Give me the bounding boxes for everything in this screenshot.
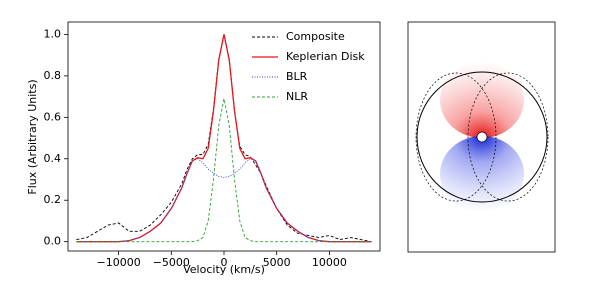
x-axis-label: Velocity (km/s)	[183, 263, 265, 276]
x-tick-label: 5000	[263, 256, 291, 269]
orbit	[415, 72, 497, 202]
disk-outline	[416, 71, 548, 203]
x-tick-label: −5000	[153, 256, 190, 269]
x-tick-label: 10000	[312, 256, 347, 269]
legend-label: BLR	[286, 70, 308, 83]
legend-label: Composite	[286, 30, 345, 43]
blueshift-cloud	[440, 136, 524, 212]
y-tick-label: 0.2	[44, 193, 62, 206]
legend-label: NLR	[286, 90, 308, 103]
x-tick-label: −10000	[96, 256, 140, 269]
orbit	[467, 72, 549, 202]
series-line	[76, 34, 372, 243]
redshift-cloud	[440, 62, 524, 138]
series-line	[76, 98, 372, 243]
y-tick-label: 0.0	[44, 235, 62, 248]
series-line	[76, 34, 372, 243]
series-line	[76, 158, 372, 243]
center	[476, 131, 488, 143]
y-tick-label: 0.6	[44, 110, 62, 123]
y-tick-label: 1.0	[44, 27, 62, 40]
y-axis-label: Flux (Arbitrary Units)	[26, 79, 39, 194]
x-tick-label: 0	[221, 256, 228, 269]
y-tick-label: 0.8	[44, 69, 62, 82]
legend-label: Keplerian Disk	[286, 50, 365, 63]
disk-panel	[407, 21, 556, 253]
y-tick-label: 0.4	[44, 152, 62, 165]
